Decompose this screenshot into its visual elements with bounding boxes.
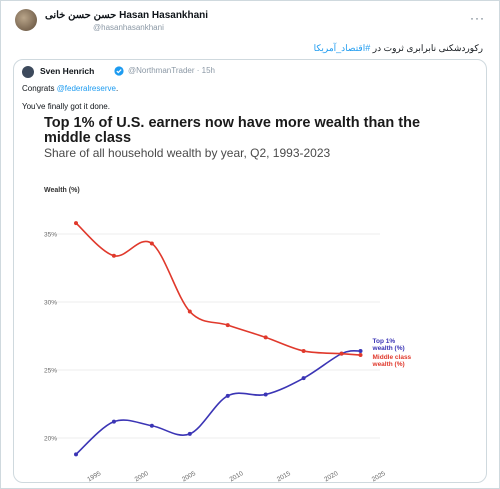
- data-point: [225, 323, 230, 328]
- avatar[interactable]: [15, 9, 37, 31]
- quoted-author-name[interactable]: Sven Henrich: [40, 66, 95, 76]
- data-point: [301, 348, 306, 353]
- data-point: [339, 351, 344, 356]
- data-point: [149, 423, 154, 428]
- x-tick-label: 2015: [276, 470, 292, 482]
- quoted-avatar[interactable]: [22, 66, 34, 78]
- y-tick-label: 20%: [44, 436, 57, 443]
- mention-link[interactable]: @federalreserve: [56, 84, 116, 93]
- series-label-top1: Top 1% wealth (%): [372, 338, 405, 352]
- author-handle[interactable]: @hasanhasankhani: [93, 23, 164, 32]
- data-point: [187, 309, 192, 314]
- series-line: [75, 222, 361, 356]
- quoted-author-handle[interactable]: @NorthmanTrader · 15h: [128, 66, 215, 75]
- quoted-text-suffix: .: [115, 84, 119, 93]
- y-tick-label: 35%: [44, 232, 57, 239]
- series-line: [75, 349, 361, 455]
- chart-title: Top 1% of U.S. earners now have more wea…: [44, 115, 421, 146]
- quoted-text-line-2: You've finally got it done.: [22, 102, 110, 111]
- data-point: [358, 353, 363, 358]
- data-point: [111, 253, 116, 258]
- data-point: [187, 431, 192, 436]
- verified-badge-icon: [114, 66, 124, 76]
- data-point: [358, 348, 363, 353]
- x-tick-label: 2010: [228, 470, 244, 482]
- data-point: [225, 393, 230, 398]
- y-tick-label: 30%: [44, 300, 57, 307]
- more-options-icon[interactable]: ···: [470, 11, 485, 25]
- series-label-middle: Middle class wealth (%): [372, 354, 412, 368]
- quoted-text-line-1: Congrats @federalreserve.: [22, 84, 118, 93]
- data-point: [149, 241, 154, 246]
- x-tick-label: 2020: [323, 470, 339, 482]
- data-point: [263, 335, 268, 340]
- author-name[interactable]: حسن حسن خانی Hasan Hasankhani: [45, 10, 209, 21]
- chart-subtitle: Share of all household wealth by year, Q…: [44, 146, 331, 160]
- quoted-text-prefix: Congrats: [22, 84, 57, 93]
- x-tick-label: 2025: [371, 470, 387, 482]
- x-tick-label: 2005: [181, 470, 197, 482]
- x-tick-label: 2000: [134, 470, 150, 482]
- y-axis-title: Wealth (%): [44, 187, 80, 194]
- data-point: [74, 221, 78, 226]
- data-point: [301, 376, 306, 381]
- data-point: [263, 392, 268, 397]
- data-point: [111, 419, 116, 424]
- tweet-text: رکوردشکنی نابرابری ثروت در #اقتصاد_آمریک…: [314, 43, 483, 54]
- quoted-tweet[interactable]: Sven Henrich @NorthmanTrader · 15h Congr…: [13, 59, 487, 483]
- x-tick-label: 1995: [86, 470, 102, 482]
- chart-plot: 20% 25% 30% 35% 1995 2000 2005 2010 2015 2020 2025…: [44, 221, 412, 482]
- hashtag-link[interactable]: #اقتصاد_آمریکا: [313, 43, 371, 53]
- data-point: [74, 452, 78, 457]
- y-tick-label: 25%: [44, 368, 57, 375]
- tweet-text-main: رکوردشکنی نابرابری ثروت در: [370, 43, 483, 53]
